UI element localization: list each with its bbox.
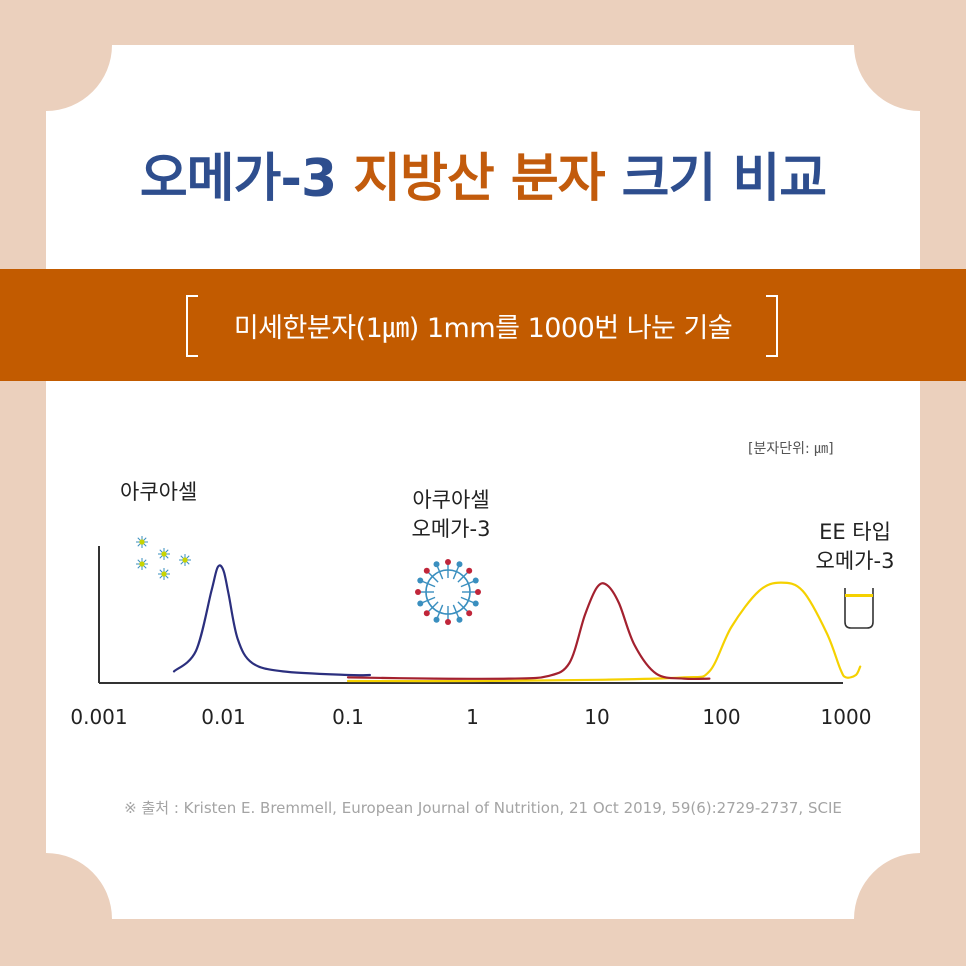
molecule-icon: [158, 568, 170, 580]
label-aquacelle-omega-line2: 오메가-3: [411, 517, 491, 541]
x-tick-label: 1000: [820, 705, 872, 729]
small-molecules-icon: [136, 536, 191, 580]
unit-label: [분자단위: ㎛]: [748, 441, 834, 457]
right-bracket-icon: [766, 295, 778, 357]
x-tick-label: 10: [584, 705, 610, 729]
label-ee-omega-line2: 오메가-3: [815, 549, 895, 573]
molecule-icon: [158, 548, 170, 560]
beaker-icon: [844, 588, 874, 629]
micelle-icon: [415, 559, 481, 625]
banner: 미세한분자(1㎛) 1mm를 1000번 나눈 기술: [0, 269, 966, 381]
x-tick-label: 0.001: [70, 705, 128, 729]
series-line-2: [346, 581, 862, 683]
series-line-0: [172, 564, 371, 677]
molecule-icon: [136, 558, 148, 570]
label-aquacelle: 아쿠아셀: [120, 480, 198, 504]
source-citation: ※ 출처 : Kristen E. Bremmell, European Jou…: [124, 799, 842, 817]
label-aquacelle-omega: 아쿠아셀 오메가-3: [404, 486, 498, 544]
series-line-1: [346, 582, 711, 681]
x-tick-label: 0.1: [332, 705, 364, 729]
title-part3: 크기 비교: [621, 149, 827, 209]
label-ee-omega: EE 타입 오메가-3: [806, 518, 904, 576]
page-title: 오메가-3 지방산 분자 크기 비교: [0, 136, 966, 211]
title-part2: 지방산 분자: [353, 149, 605, 209]
label-aquacelle-omega-line1: 아쿠아셀: [412, 488, 490, 512]
molecule-icon: [136, 536, 148, 548]
x-tick-label: 100: [702, 705, 741, 729]
left-bracket-icon: [186, 295, 198, 357]
title-part1: 오메가-3: [139, 149, 337, 209]
x-tick-label: 1: [466, 705, 479, 729]
label-ee-omega-line1: EE 타입: [819, 520, 891, 544]
x-tick-label: 0.01: [201, 705, 246, 729]
banner-text: 미세한분자(1㎛) 1mm를 1000번 나눈 기술: [233, 313, 733, 344]
molecule-icon: [179, 554, 191, 566]
